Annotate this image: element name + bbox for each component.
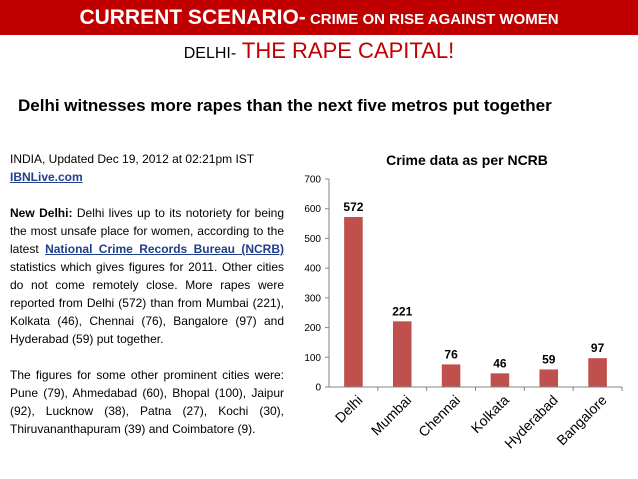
x-tick-label-kolkata: Kolkata xyxy=(468,392,512,436)
title-banner: CURRENT SCENARIO- CRIME ON RISE AGAINST … xyxy=(0,0,638,35)
x-tick-label-mumbai: Mumbai xyxy=(368,392,415,439)
source-link[interactable]: IBNLive.com xyxy=(10,170,83,184)
article-text-a: Delhi lives up to its notoriety for bein… xyxy=(10,206,285,256)
page-subtitle: DELHI- THE RAPE CAPITAL! xyxy=(0,38,638,64)
y-tick-label-1: 100 xyxy=(304,353,321,364)
bar-kolkata xyxy=(490,373,510,387)
headline: Delhi witnesses more rapes than the next… xyxy=(18,96,552,115)
data-label-hyderabad: 59 xyxy=(542,352,556,366)
x-tick-label-chennai: Chennai xyxy=(415,392,463,440)
data-label-chennai: 76 xyxy=(444,347,458,361)
banner-subtitle: CRIME ON RISE AGAINST WOMEN xyxy=(305,11,559,28)
y-tick-label-7: 700 xyxy=(304,175,321,186)
data-label-delhi: 572 xyxy=(343,200,363,214)
ncrb-link[interactable]: National Crime Records Bureau (NCRB) xyxy=(45,242,284,256)
y-tick-label-3: 300 xyxy=(304,293,321,304)
news-article: INDIA, Updated Dec 19, 2012 at 02:21pm I… xyxy=(10,150,284,438)
bar-hyderabad xyxy=(539,369,559,387)
x-tick-label-delhi: Delhi xyxy=(332,392,366,426)
article-lead: New Delhi: xyxy=(10,206,73,220)
bar-mumbai xyxy=(392,321,412,387)
y-axis: 0 100 200 300 400 500 600 700 xyxy=(304,175,330,394)
y-tick-label-2: 200 xyxy=(304,323,321,334)
article-paragraph-1: New Delhi: Delhi lives up to its notorie… xyxy=(10,204,284,348)
bars: 572 221 76 46 59 97 xyxy=(343,200,607,387)
data-label-kolkata: 46 xyxy=(493,356,507,370)
chart-title: Crime data as per NCRB xyxy=(386,152,548,168)
subtitle-main: THE RAPE CAPITAL! xyxy=(236,38,455,63)
crime-bar-chart: Crime data as per NCRB 0 100 200 300 400 500 6… xyxy=(304,152,623,452)
article-paragraph-2: The figures for some other prominent cit… xyxy=(10,368,284,436)
banner-title: CURRENT SCENARIO- xyxy=(79,6,306,29)
y-tick-label-0: 0 xyxy=(315,383,321,394)
article-dateline: INDIA, Updated Dec 19, 2012 at 02:21pm I… xyxy=(10,152,255,166)
data-label-mumbai: 221 xyxy=(392,304,412,318)
x-tick-label-hyderabad: Hyderabad xyxy=(501,392,561,452)
x-axis: Delhi Mumbai Chennai KolkataHyderabadBangal… xyxy=(329,386,623,452)
y-tick-label-5: 500 xyxy=(304,234,321,245)
y-tick-label-4: 400 xyxy=(304,264,321,275)
subtitle-prefix: DELHI- xyxy=(183,45,237,62)
x-tick-label-bangalore: Bangalore xyxy=(553,392,610,449)
article-text-b: statistics which gives figures for 2011.… xyxy=(10,260,284,346)
y-tick-label-6: 600 xyxy=(304,204,321,215)
bar-chennai xyxy=(441,364,461,387)
bar-bangalore xyxy=(588,358,607,387)
bar-delhi xyxy=(344,217,363,387)
data-label-bangalore: 97 xyxy=(591,341,605,355)
